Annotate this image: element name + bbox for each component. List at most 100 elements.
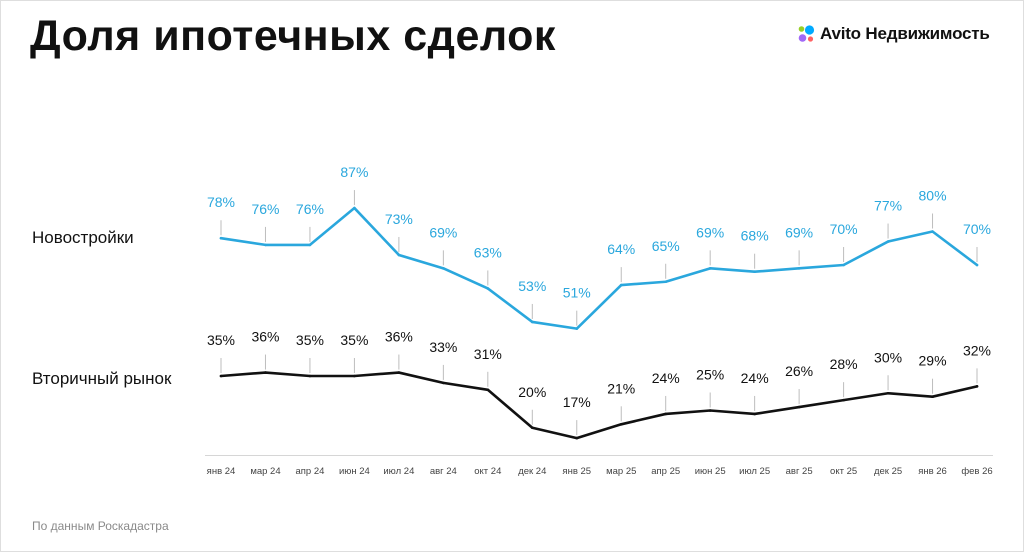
data-point-new-buildings — [353, 206, 356, 210]
data-label-new-buildings: 69% — [696, 224, 724, 240]
data-point-secondary-market — [575, 436, 579, 440]
data-point-secondary-market — [264, 371, 267, 374]
data-point-secondary-market — [486, 388, 490, 392]
x-tick-label: июл 24 — [383, 466, 414, 477]
data-label-secondary-market: 21% — [607, 380, 635, 396]
data-point-secondary-market — [353, 374, 356, 378]
x-tick-label: дек 24 — [518, 466, 546, 477]
data-label-new-buildings: 65% — [652, 238, 680, 254]
data-label-new-buildings: 73% — [385, 211, 413, 227]
data-label-new-buildings: 70% — [830, 221, 858, 237]
data-point-secondary-market — [753, 412, 756, 416]
data-point-secondary-market — [708, 409, 712, 412]
x-tick-label: апр 25 — [651, 466, 680, 477]
series-line-secondary-market — [219, 371, 979, 440]
x-tick-label: окт 24 — [474, 466, 501, 477]
data-point-new-buildings — [753, 270, 756, 274]
data-point-secondary-market — [442, 381, 445, 385]
data-label-secondary-market: 36% — [385, 329, 413, 345]
x-tick-label: янв 25 — [562, 466, 591, 477]
data-label-secondary-market: 17% — [563, 394, 591, 410]
x-tick-label: авг 24 — [430, 466, 457, 477]
x-tick-label: апр 24 — [295, 466, 324, 477]
data-point-new-buildings — [530, 320, 534, 324]
data-point-secondary-market — [842, 398, 845, 402]
data-point-secondary-market — [308, 374, 312, 378]
data-point-secondary-market — [797, 405, 801, 409]
data-point-new-buildings — [397, 253, 401, 257]
x-tick-label: фев 26 — [961, 466, 992, 477]
data-label-new-buildings: 76% — [251, 201, 279, 217]
data-label-secondary-market: 20% — [518, 384, 546, 400]
x-tick-label: окт 25 — [830, 466, 857, 477]
data-label-new-buildings: 80% — [919, 188, 947, 204]
data-point-new-buildings — [486, 287, 490, 290]
page-title: Доля ипотечных сделок — [30, 12, 556, 60]
data-point-new-buildings — [575, 327, 579, 330]
data-point-new-buildings — [708, 267, 712, 270]
x-tick-label: июн 25 — [695, 466, 726, 477]
data-label-secondary-market: 35% — [340, 332, 368, 348]
data-label-secondary-market: 36% — [251, 329, 279, 345]
x-tick-label: дек 25 — [874, 466, 902, 477]
x-tick-label: июн 24 — [339, 466, 370, 477]
data-label-new-buildings: 87% — [340, 164, 368, 180]
data-label-secondary-market: 24% — [741, 370, 769, 386]
data-label-secondary-market: 25% — [696, 367, 724, 383]
data-point-secondary-market — [530, 426, 534, 430]
data-label-new-buildings: 78% — [207, 194, 235, 210]
data-point-new-buildings — [797, 267, 801, 270]
data-point-secondary-market — [664, 412, 668, 416]
data-point-new-buildings — [264, 243, 267, 247]
data-label-secondary-market: 24% — [652, 370, 680, 386]
data-label-new-buildings: 51% — [563, 285, 591, 301]
series-label-new-buildings: Новостройки — [32, 228, 134, 247]
brand-logo-text: Avito Недвижимость — [820, 24, 990, 43]
series-line-new-buildings — [219, 206, 979, 330]
data-label-new-buildings: 64% — [607, 241, 635, 257]
data-point-new-buildings — [842, 263, 845, 267]
data-label-secondary-market: 26% — [785, 363, 813, 379]
data-label-secondary-market: 33% — [429, 339, 457, 355]
data-point-new-buildings — [975, 263, 979, 267]
series-label-secondary-market: Вторичный рынок — [32, 369, 172, 388]
x-tick-label: июл 25 — [739, 466, 770, 477]
data-label-secondary-market: 30% — [874, 349, 902, 365]
source-note: По данным Роскадастра — [32, 519, 169, 533]
x-tick-label: мар 25 — [606, 466, 636, 477]
data-point-new-buildings — [308, 243, 312, 247]
x-tick-label: янв 24 — [207, 466, 236, 477]
data-point-secondary-market — [219, 374, 223, 378]
data-point-secondary-market — [931, 395, 934, 399]
data-point-secondary-market — [397, 371, 401, 374]
data-label-new-buildings: 76% — [296, 201, 324, 217]
data-point-new-buildings — [886, 240, 890, 243]
x-tick-label: янв 26 — [918, 466, 947, 477]
data-label-new-buildings: 77% — [874, 198, 902, 214]
data-label-new-buildings: 70% — [963, 221, 991, 237]
data-label-new-buildings: 53% — [518, 278, 546, 294]
data-label-secondary-market: 31% — [474, 346, 502, 362]
data-label-secondary-market: 35% — [207, 332, 235, 348]
data-point-new-buildings — [219, 236, 223, 240]
data-point-new-buildings — [931, 230, 934, 233]
data-label-new-buildings: 68% — [741, 228, 769, 244]
brand-logo: Avito Недвижимость — [796, 24, 990, 44]
data-label-new-buildings: 63% — [474, 244, 502, 260]
data-point-new-buildings — [664, 280, 668, 284]
data-label-secondary-market: 28% — [830, 356, 858, 372]
data-label-new-buildings: 69% — [429, 224, 457, 240]
data-point-new-buildings — [442, 267, 445, 270]
x-tick-label: мар 24 — [250, 466, 280, 477]
data-label-secondary-market: 32% — [963, 342, 991, 358]
data-point-secondary-market — [619, 423, 623, 426]
data-point-secondary-market — [975, 385, 979, 388]
data-point-secondary-market — [886, 391, 890, 395]
data-point-new-buildings — [619, 283, 623, 287]
data-label-secondary-market: 35% — [296, 332, 324, 348]
data-label-new-buildings: 69% — [785, 224, 813, 240]
avito-dots-icon — [798, 25, 815, 42]
data-label-secondary-market: 29% — [919, 353, 947, 369]
x-tick-label: авг 25 — [786, 466, 813, 477]
